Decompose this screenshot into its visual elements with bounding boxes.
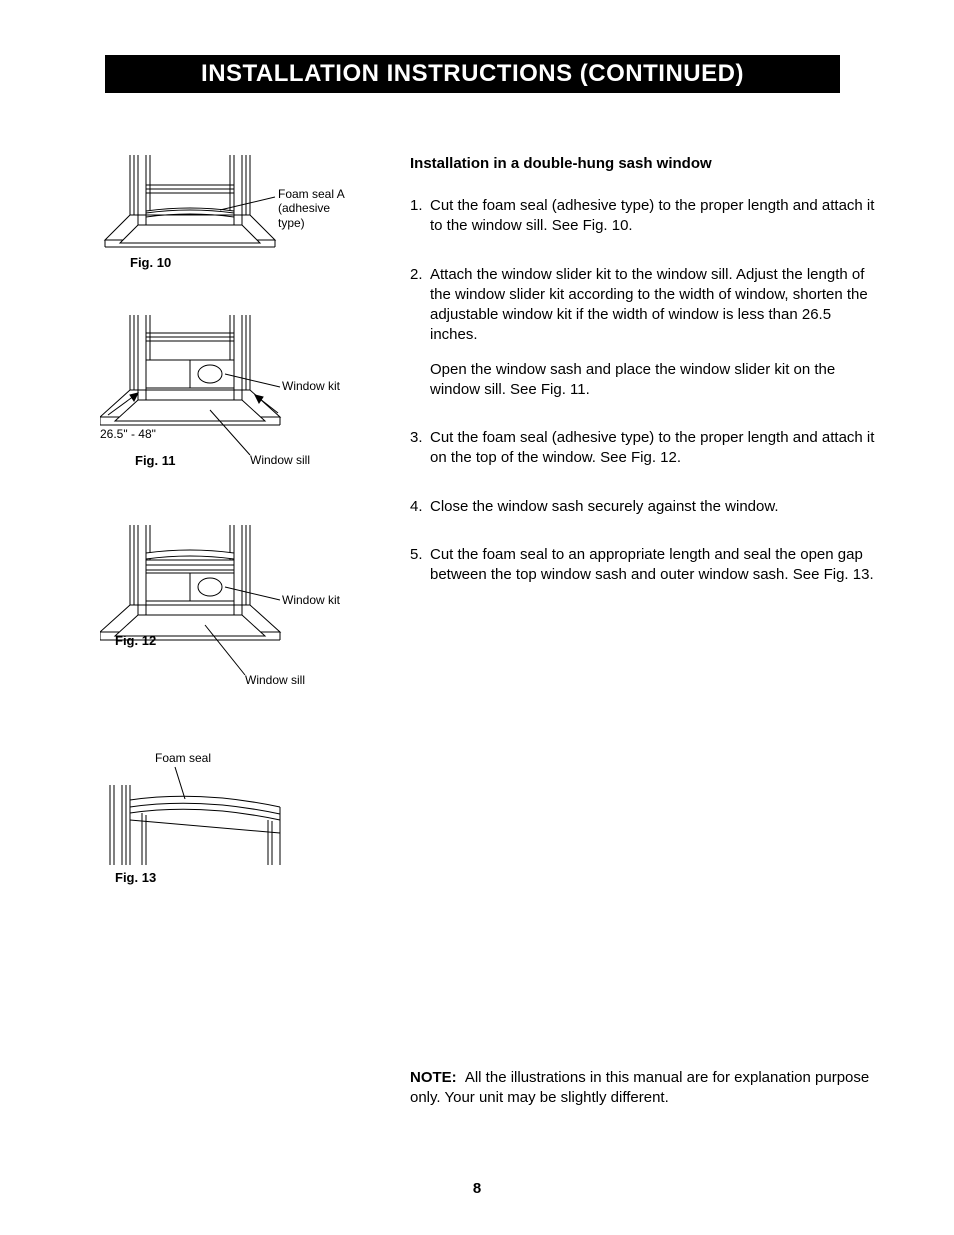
section-heading: Installation in a double-hung sash windo… (410, 155, 880, 172)
fig11-label-sill: Window sill (250, 453, 310, 467)
step-4: 4. Close the window sash securely agains… (410, 497, 880, 517)
fig11-dim: 26.5" - 48" (100, 427, 156, 441)
fig13-svg (100, 755, 300, 875)
fig12-label-sill: Window sill (245, 673, 305, 687)
step-2-sub: Open the window sash and place the windo… (430, 360, 880, 401)
fig10-caption: Fig. 10 (130, 255, 171, 270)
step-3-num: 3. (410, 428, 430, 469)
instructions-column: Installation in a double-hung sash windo… (410, 155, 880, 613)
step-2-num: 2. (410, 265, 430, 401)
fig10-label-line1: Foam seal A (278, 187, 345, 201)
step-5: 5. Cut the foam seal to an appropriate l… (410, 545, 880, 586)
fig13-caption: Fig. 13 (115, 870, 156, 885)
step-4-text: Close the window sash securely against t… (430, 497, 880, 517)
figure-12: Window kit Window sill Fig. 12 (100, 525, 360, 715)
step-2-text: Attach the window slider kit to the wind… (430, 266, 868, 344)
step-3-text: Cut the foam seal (adhesive type) to the… (430, 428, 880, 469)
figures-column: Foam seal A (adhesive type) Fig. 10 (100, 155, 360, 935)
step-5-text: Cut the foam seal to an appropriate leng… (430, 545, 880, 586)
step-4-num: 4. (410, 497, 430, 517)
note-block: NOTE: All the illustrations in this manu… (410, 1068, 890, 1109)
note-label: NOTE: (410, 1069, 457, 1086)
fig12-label-kit: Window kit (282, 593, 340, 607)
page-header: INSTALLATION INSTRUCTIONS (CONTINUED) (105, 55, 840, 93)
fig11-label-kit: Window kit (282, 379, 340, 393)
step-1-num: 1. (410, 196, 430, 237)
step-5-num: 5. (410, 545, 430, 586)
fig11-caption: Fig. 11 (135, 453, 175, 468)
page-number: 8 (0, 1180, 954, 1197)
fig10-label-line2: (adhesive type) (278, 201, 330, 229)
step-1: 1. Cut the foam seal (adhesive type) to … (410, 196, 880, 237)
note-text-inline: All the illustrations in this manual are… (410, 1069, 869, 1106)
step-2: 2. Attach the window slider kit to the w… (410, 265, 880, 401)
fig12-caption: Fig. 12 (115, 633, 156, 648)
step-3: 3. Cut the foam seal (adhesive type) to … (410, 428, 880, 469)
figure-10: Foam seal A (adhesive type) Fig. 10 (100, 155, 360, 285)
figure-13: Foam seal Fig. 13 (100, 755, 360, 905)
figure-11: Window kit 26.5" - 48" Window sill Fig. … (100, 315, 360, 495)
fig10-label-foam: Foam seal A (adhesive type) (278, 187, 360, 230)
fig13-label-foam: Foam seal (155, 751, 211, 765)
step-1-text: Cut the foam seal (adhesive type) to the… (430, 196, 880, 237)
